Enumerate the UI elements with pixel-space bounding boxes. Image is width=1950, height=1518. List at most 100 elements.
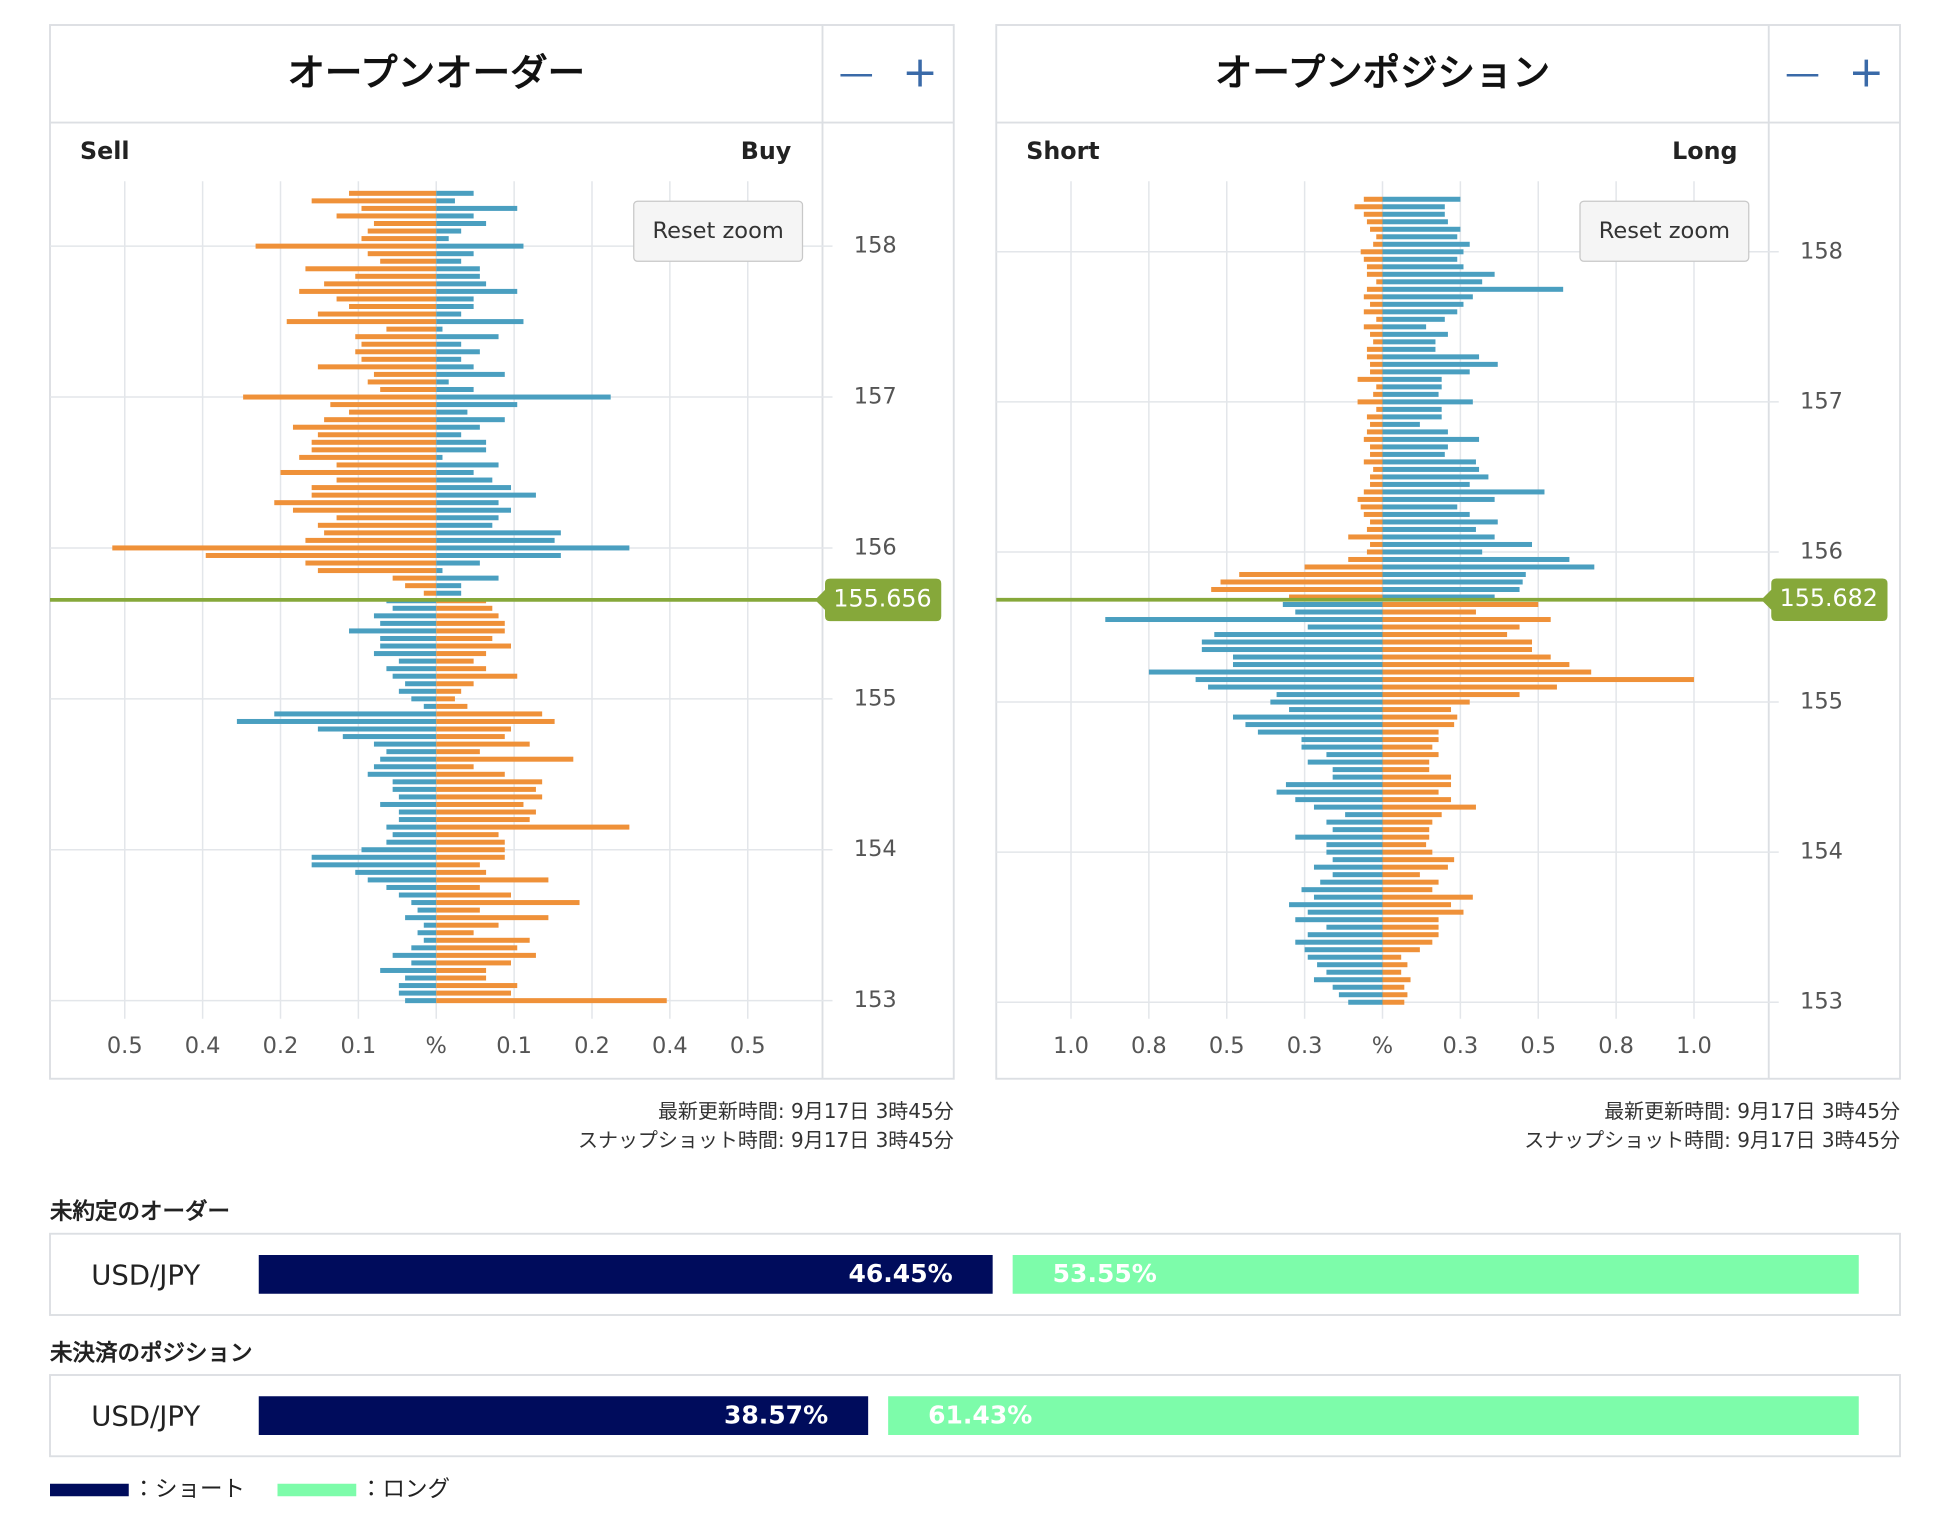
bar [1382,819,1433,825]
bar [1382,729,1439,735]
bar [1304,947,1383,953]
bar [436,507,512,513]
bar [436,311,462,317]
reset-zoom-button[interactable] [1579,200,1750,262]
bar [1382,924,1439,930]
bar [1313,864,1383,870]
bar [386,749,437,755]
y-tick-label: 158 [1800,238,1843,264]
bar [1382,256,1458,262]
bar [1354,204,1383,210]
bar [1382,571,1526,577]
bar [436,967,487,973]
snapshot-time: スナップショット時間: 9月17日 3時45分 [578,1128,954,1152]
zoom-in-button[interactable]: + [902,48,938,97]
zoom-out-button[interactable]: — [1785,54,1820,94]
y-tick-label: 154 [854,836,897,862]
bar [1382,234,1458,240]
bar [436,341,462,347]
updated-time: 最新更新時間: 9月17日 3時45分 [658,1099,954,1123]
bar [411,945,437,951]
bar [1148,669,1383,675]
bar [436,575,499,581]
bar [436,794,543,800]
bar [436,869,487,875]
bar [436,319,524,325]
reset-zoom-button[interactable] [633,200,804,262]
bar [324,417,437,423]
panel [49,24,955,1080]
bar [1382,466,1480,472]
ratio-bar [258,1396,869,1435]
bar [1382,451,1445,457]
bar [361,205,437,211]
bar [436,771,505,777]
bar [1289,902,1383,908]
bar [436,605,493,611]
x-tick-label: 0.1 [496,1033,532,1059]
bar [1382,684,1557,690]
bar [1326,752,1383,758]
bar [1357,496,1383,502]
bar [311,862,437,868]
bar [1332,872,1383,878]
bar [1301,737,1383,743]
bar [1373,466,1383,472]
x-tick-label: 0.2 [263,1033,299,1059]
bar [361,847,437,853]
bar [436,696,455,702]
bar [373,741,437,747]
bar [1232,654,1383,660]
bar [1370,451,1383,457]
bar [1382,707,1452,713]
bar [373,613,437,619]
bar [1370,226,1383,232]
bar [299,454,437,460]
bar [1370,361,1383,367]
bar [436,228,462,234]
current-price-tag [815,578,942,622]
bar [1295,917,1383,923]
bar [1382,917,1439,923]
bar [436,417,505,423]
bar [436,409,468,415]
bar [398,809,437,815]
bar [1239,571,1383,577]
reset-zoom-label[interactable]: Reset zoom [652,218,783,244]
bar [436,236,449,242]
bar [1363,196,1383,202]
bar [436,552,561,558]
bar [1211,586,1383,592]
bar [1382,932,1439,938]
bar [436,545,630,551]
bar [436,643,512,649]
y-tick-label: 153 [854,987,897,1013]
bar [436,349,480,355]
bar [380,643,437,649]
bar [1382,714,1458,720]
zoom-in-button[interactable]: + [1848,48,1884,97]
bar [436,915,549,921]
bar [336,296,437,302]
zoom-out-button[interactable]: — [839,54,874,94]
bar [436,590,462,596]
bar [380,967,437,973]
y-tick-label: 154 [1800,839,1843,865]
bar [1307,932,1383,938]
bar [1370,474,1383,480]
x-tick-label: 0.5 [1209,1033,1245,1059]
bar [1201,639,1383,645]
bar [1307,624,1383,630]
bar [436,424,480,430]
bar [1313,804,1383,810]
bar [1370,369,1383,375]
bar [367,877,437,883]
bar [1382,632,1508,638]
bar [1382,594,1495,600]
reset-zoom-label[interactable]: Reset zoom [1599,218,1730,244]
bar [436,824,630,830]
bar [436,477,493,483]
bar [1348,534,1383,540]
bar [1382,496,1495,502]
